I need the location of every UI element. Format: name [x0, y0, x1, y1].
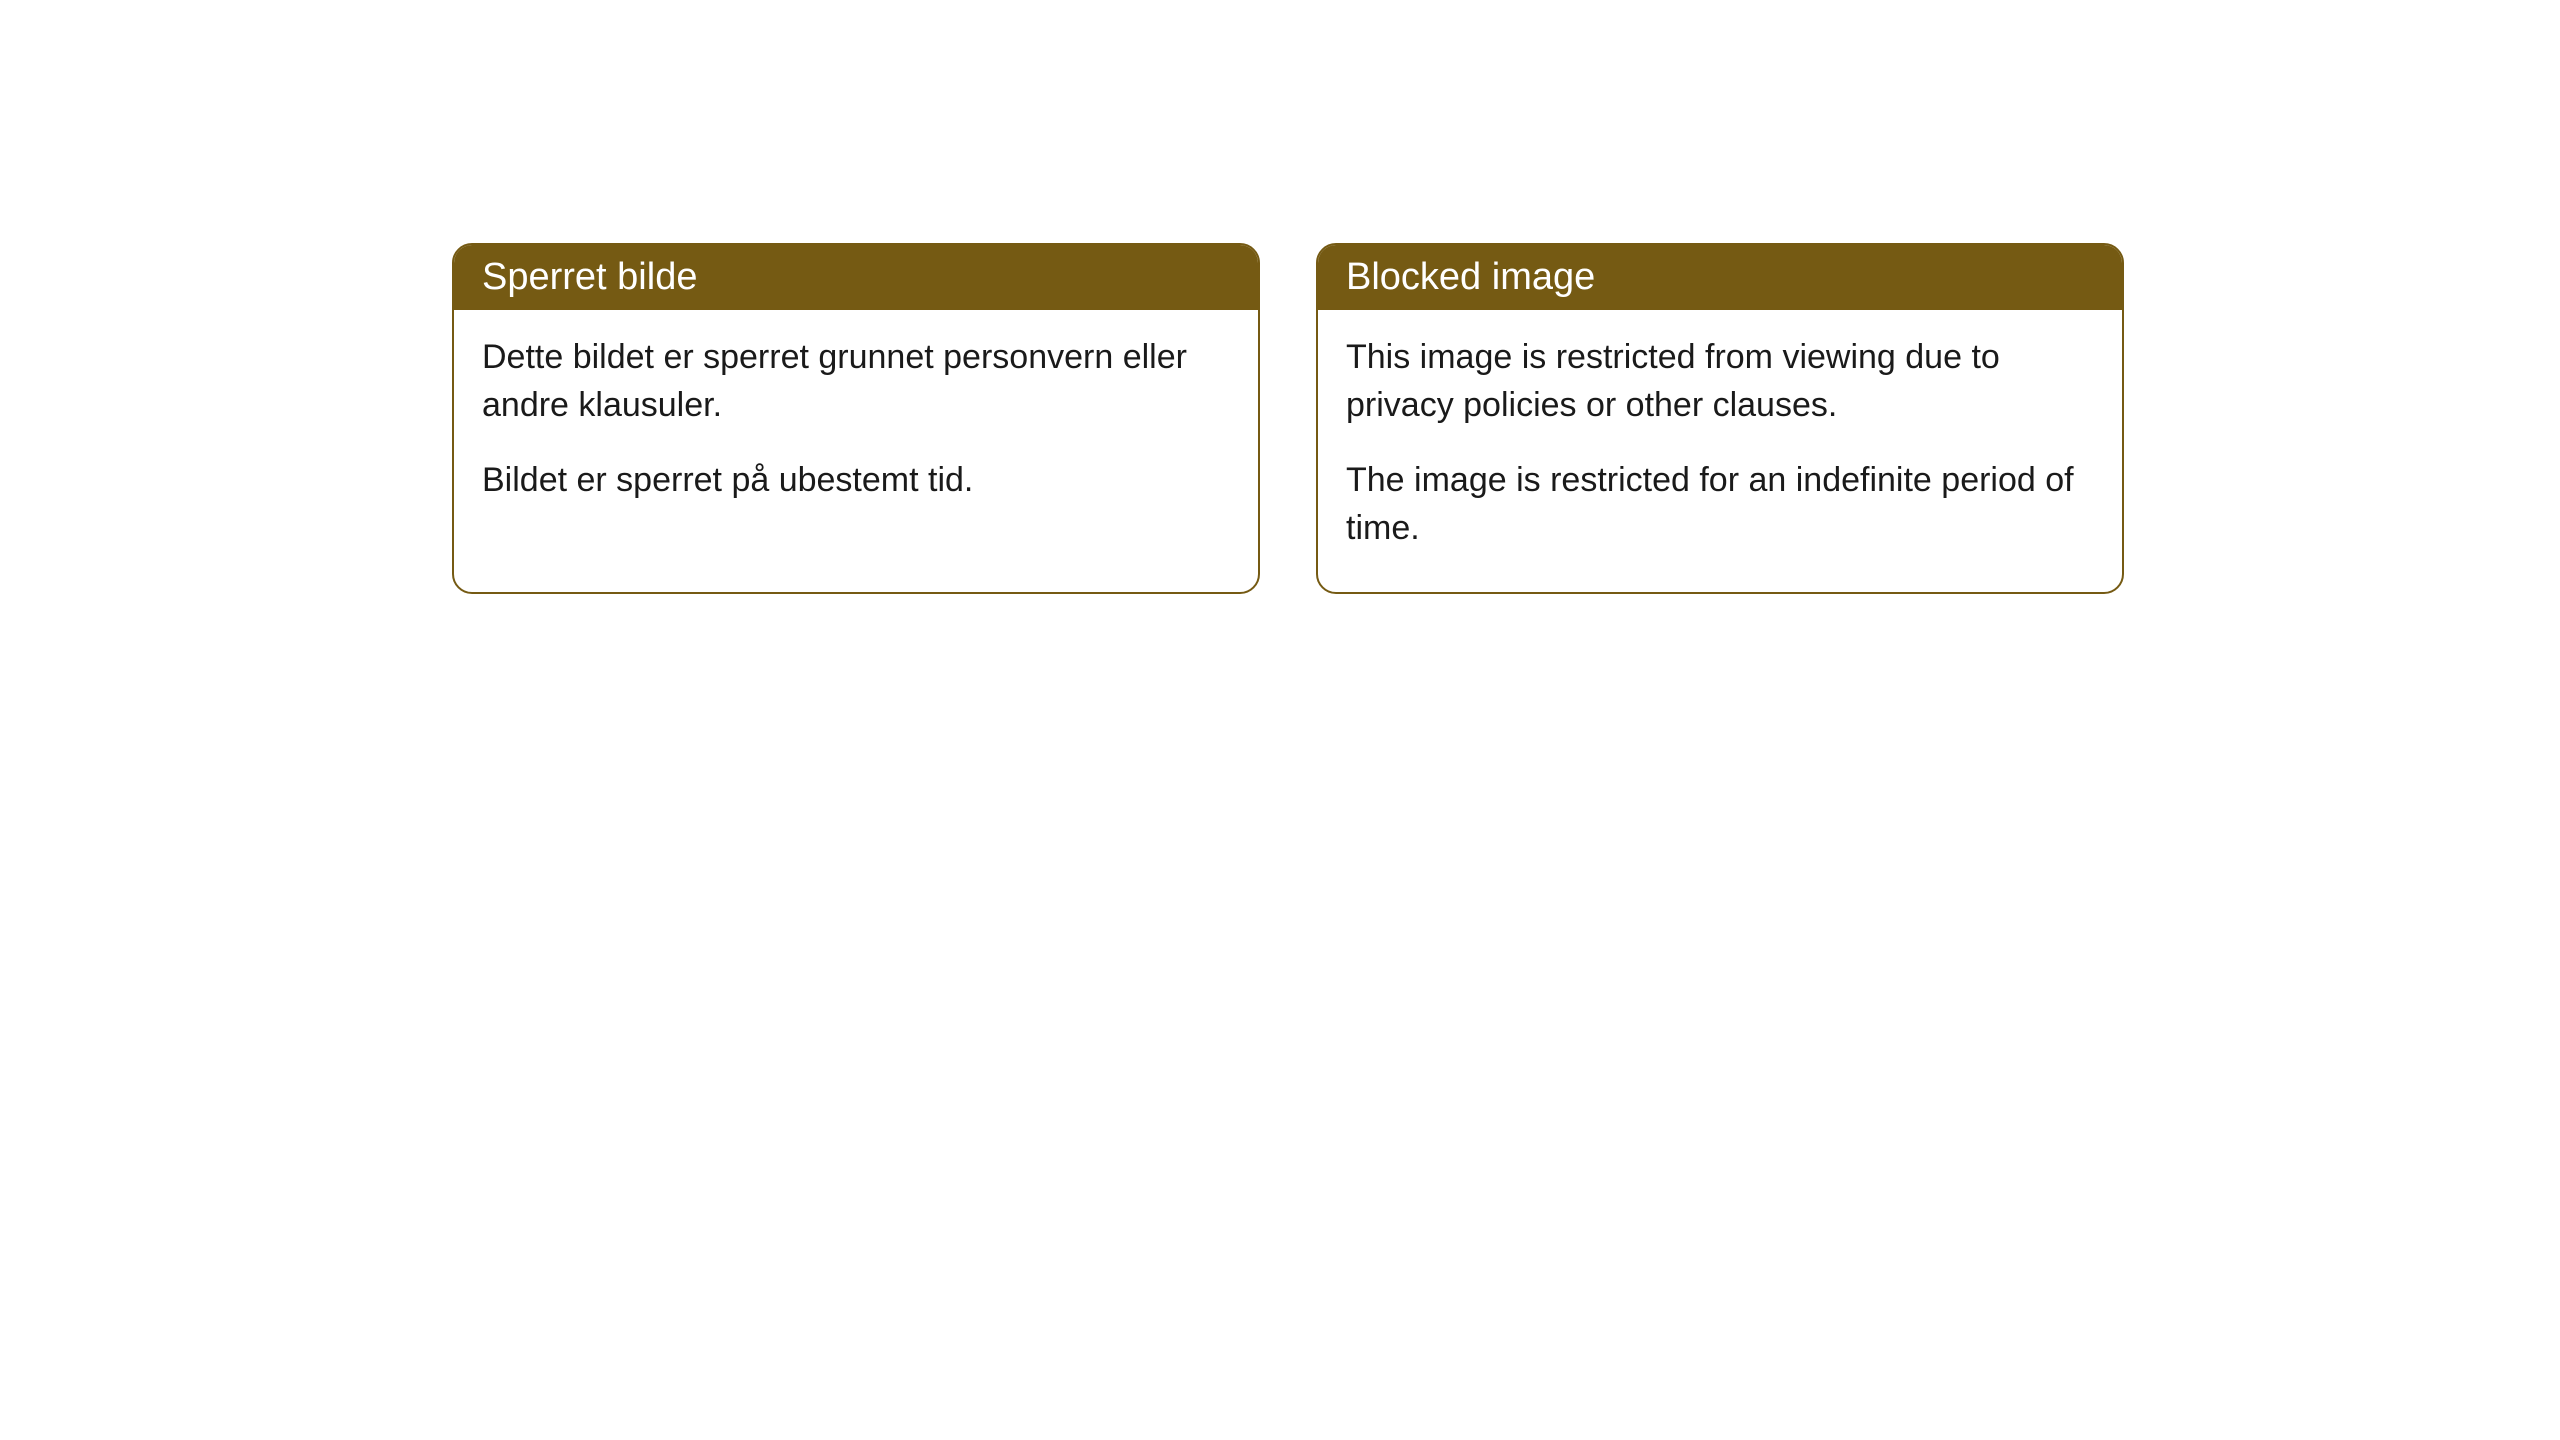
cards-container: Sperret bilde Dette bildet er sperret gr…	[452, 243, 2124, 594]
card-header-norwegian: Sperret bilde	[454, 245, 1258, 310]
card-paragraph2-norwegian: Bildet er sperret på ubestemt tid.	[482, 457, 1230, 505]
blocked-image-card-norwegian: Sperret bilde Dette bildet er sperret gr…	[452, 243, 1260, 594]
card-title-norwegian: Sperret bilde	[482, 256, 697, 298]
card-header-english: Blocked image	[1318, 245, 2122, 310]
blocked-image-card-english: Blocked image This image is restricted f…	[1316, 243, 2124, 594]
card-paragraph1-english: This image is restricted from viewing du…	[1346, 334, 2094, 429]
card-body-english: This image is restricted from viewing du…	[1318, 310, 2122, 592]
card-paragraph2-english: The image is restricted for an indefinit…	[1346, 457, 2094, 552]
card-paragraph1-norwegian: Dette bildet er sperret grunnet personve…	[482, 334, 1230, 429]
card-title-english: Blocked image	[1346, 256, 1595, 298]
card-body-norwegian: Dette bildet er sperret grunnet personve…	[454, 310, 1258, 545]
